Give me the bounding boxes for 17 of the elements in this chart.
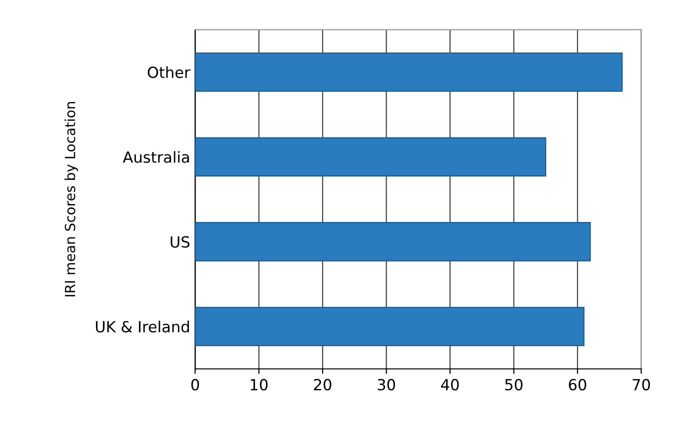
- y-tick-label: UK & Ireland: [96, 320, 189, 332]
- x-tick-label: 70: [632, 378, 650, 390]
- bar: [195, 306, 584, 346]
- x-tick-label: 50: [505, 378, 522, 390]
- x-tick-label: 20: [314, 378, 332, 390]
- bar: [195, 222, 591, 262]
- y-tick-label: Other: [148, 66, 190, 78]
- y-tick-label: Australia: [122, 151, 189, 163]
- x-tick-label: 60: [568, 378, 586, 390]
- x-tick-label: 0: [191, 378, 200, 390]
- y-tick-label: US: [170, 236, 190, 248]
- x-tick-label: 30: [378, 378, 396, 390]
- x-tick-label: 10: [250, 378, 268, 390]
- x-tick-label: 40: [441, 378, 459, 390]
- bar: [195, 137, 546, 177]
- bar: [195, 52, 623, 92]
- y-axis-title: IRI mean Scores by Location: [64, 102, 78, 296]
